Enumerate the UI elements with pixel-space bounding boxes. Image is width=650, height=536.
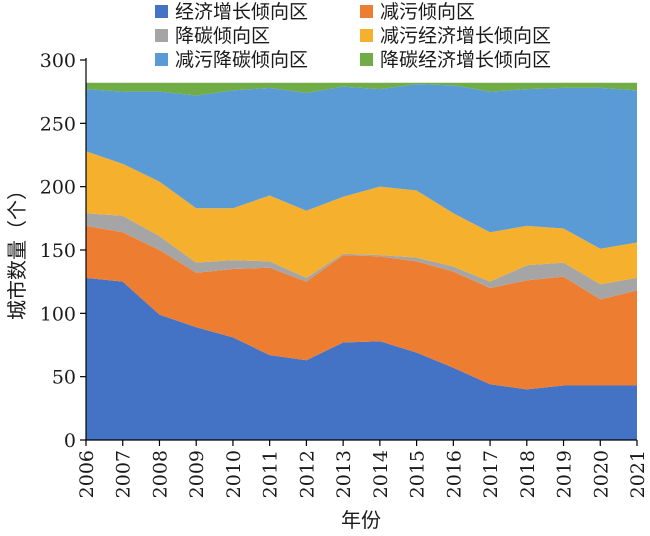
y-tick-label: 150 [40,240,76,262]
x-tick-label: 2012 [296,450,318,498]
x-tick-label: 2009 [186,450,208,498]
area-series-5 [86,84,637,249]
legend-label: 减污降碳倾向区 [175,49,308,71]
x-tick-label: 2020 [590,450,612,498]
x-tick-label: 2013 [333,450,355,498]
x-tick-label: 2006 [76,450,98,498]
legend-swatch [360,5,373,18]
legend-label: 降碳倾向区 [175,25,270,47]
area-series-6 [86,82,637,96]
x-tick-label: 2008 [149,450,171,498]
y-tick-label: 200 [40,177,76,199]
legend-label: 减污倾向区 [380,1,475,23]
x-tick-label: 2007 [113,450,135,498]
legend-swatch [155,29,168,42]
x-tick-label: 2016 [443,450,465,498]
legend-label: 降碳经济增长倾向区 [380,49,551,71]
legend-label: 经济增长倾向区 [175,1,308,23]
area-layers [86,82,637,440]
x-tick-label: 2018 [517,450,539,498]
legend-swatch [360,53,373,66]
x-tick-label: 2017 [480,450,502,498]
x-tick-label: 2015 [407,450,429,498]
area-series-3 [86,213,637,300]
y-tick-label: 250 [40,113,76,135]
y-tick-label: 100 [40,303,76,325]
legend-swatch [155,53,168,66]
axes: 0 50 100 150 200 250 300 2006 2007 2008 2009 2010 20… [40,50,649,498]
x-tick-label: 2011 [260,450,282,498]
legend-swatch [155,5,168,18]
legend-label: 减污经济增长倾向区 [380,25,551,47]
area-series-4 [86,151,637,285]
x-tick-label: 2010 [223,450,245,498]
x-tick-label: 2021 [627,450,649,498]
area-series-2 [86,225,637,390]
y-tick-label: 50 [52,367,76,389]
x-axis-label: 年份 [341,508,381,532]
y-axis-label: 城市数量（个） [5,180,29,320]
x-tick-label: 2014 [370,450,392,498]
y-tick-label: 0 [64,430,76,452]
y-tick-label: 300 [40,50,76,72]
x-tick-label: 2019 [554,450,576,498]
area-series-1 [86,277,637,440]
legend-swatch [360,29,373,42]
